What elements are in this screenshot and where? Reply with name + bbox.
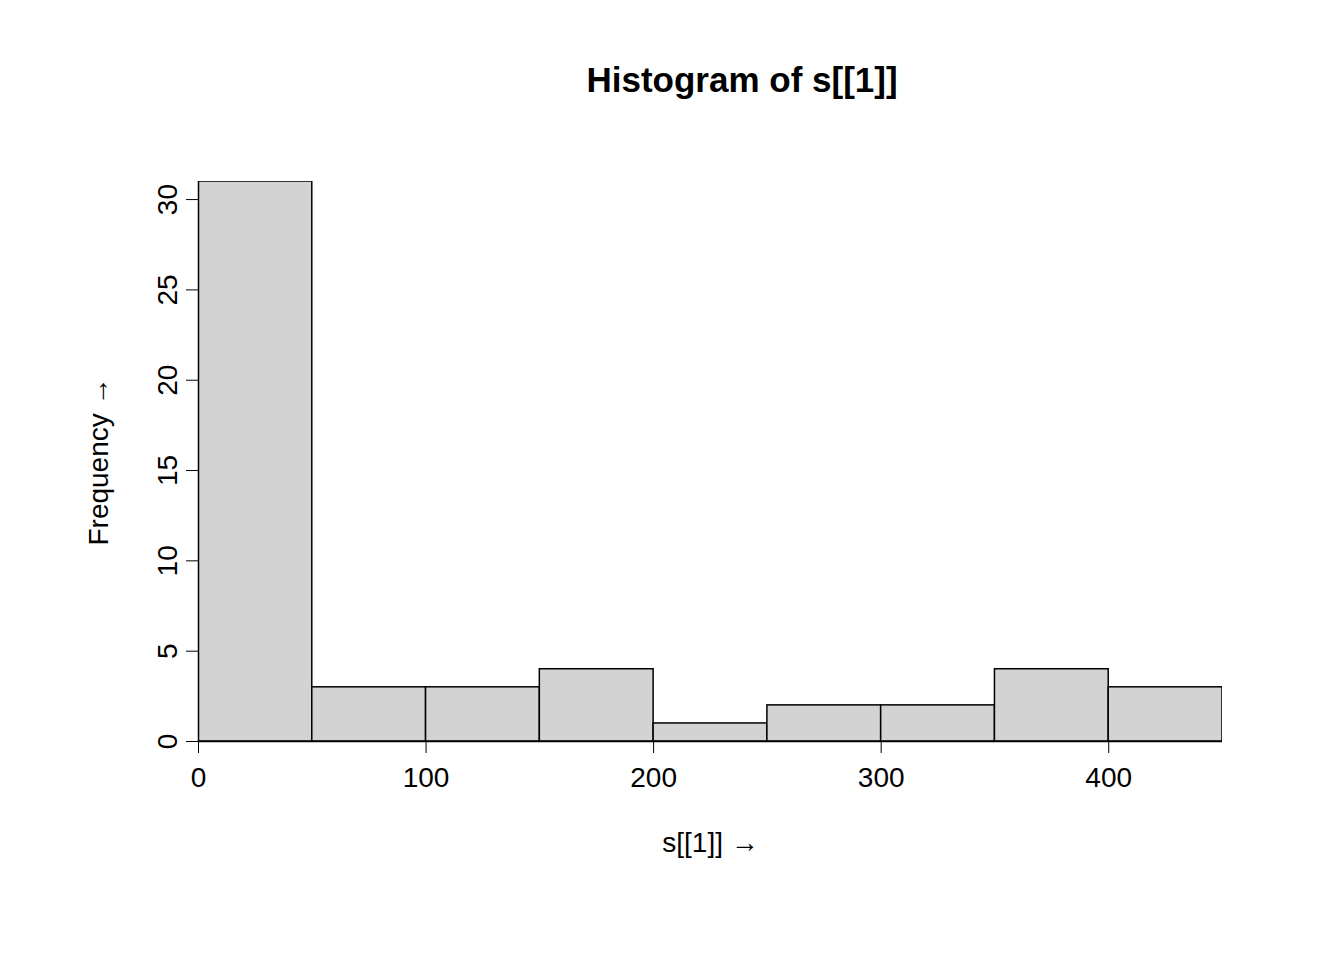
html-text:Histogram of s[[1]]: Histogram of s[[1]] xyxy=(586,60,898,99)
svg-text:300: 300 xyxy=(858,762,905,793)
svg-text:5: 5 xyxy=(152,643,183,659)
svg-text:0: 0 xyxy=(191,762,207,793)
svg-text:10: 10 xyxy=(152,545,183,576)
svg-text:Frequency →: Frequency → xyxy=(83,377,114,545)
svg-text:0: 0 xyxy=(152,734,183,750)
svg-text:15: 15 xyxy=(152,455,183,486)
svg-text:100: 100 xyxy=(403,762,450,793)
svg-text:20: 20 xyxy=(152,365,183,396)
svg-text:200: 200 xyxy=(630,762,677,793)
svg-text:s[[1]] →: s[[1]] → xyxy=(662,827,758,858)
svg-text:25: 25 xyxy=(152,274,183,305)
svg-text:400: 400 xyxy=(1085,762,1132,793)
svg-text:30: 30 xyxy=(152,184,183,215)
